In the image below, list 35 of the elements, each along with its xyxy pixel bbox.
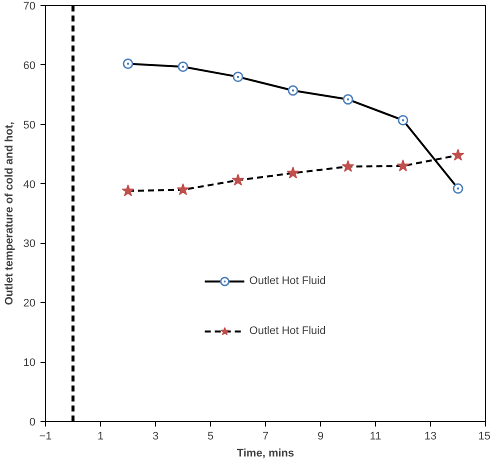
x-axis-title: Time, mins	[236, 448, 294, 460]
y-tick-label: 70	[23, 0, 36, 12]
point	[342, 160, 354, 172]
point	[452, 148, 464, 161]
point	[176, 183, 190, 196]
y-tick-label: 0	[29, 416, 36, 428]
point	[232, 174, 244, 186]
point	[288, 85, 298, 96]
y-tick-label: 30	[23, 238, 36, 250]
legend-label: Outlet Hot Fluid	[249, 275, 326, 287]
y-tick-label: 10	[23, 357, 36, 370]
point	[452, 183, 464, 194]
point	[122, 58, 134, 69]
x-tick-label: 5	[207, 430, 214, 442]
point	[122, 184, 134, 196]
x-tick-label: 13	[424, 430, 437, 442]
x-tick-label: 9	[317, 430, 324, 442]
x-tick-label: 11	[370, 430, 382, 442]
y-axis-title: Outlet temperature of cold and hot,	[3, 122, 16, 306]
point	[398, 114, 408, 126]
point	[396, 159, 410, 172]
x-tick-label: 7	[262, 430, 269, 442]
y-tick-label: 40	[23, 178, 36, 191]
point	[178, 61, 188, 72]
x-tick-label: 15	[478, 430, 491, 442]
y-tick-label: 60	[23, 60, 36, 72]
y-tick-label: 20	[23, 298, 36, 310]
legend-label: Outlet Hot Fluid	[249, 325, 326, 337]
point	[342, 94, 354, 105]
x-tick-label: 1	[97, 430, 104, 442]
y-tick-label: 50	[23, 119, 36, 132]
x-tick-label: 3	[152, 430, 159, 442]
point	[232, 72, 244, 82]
point	[286, 166, 300, 178]
x-tick-label: −1	[39, 430, 52, 442]
